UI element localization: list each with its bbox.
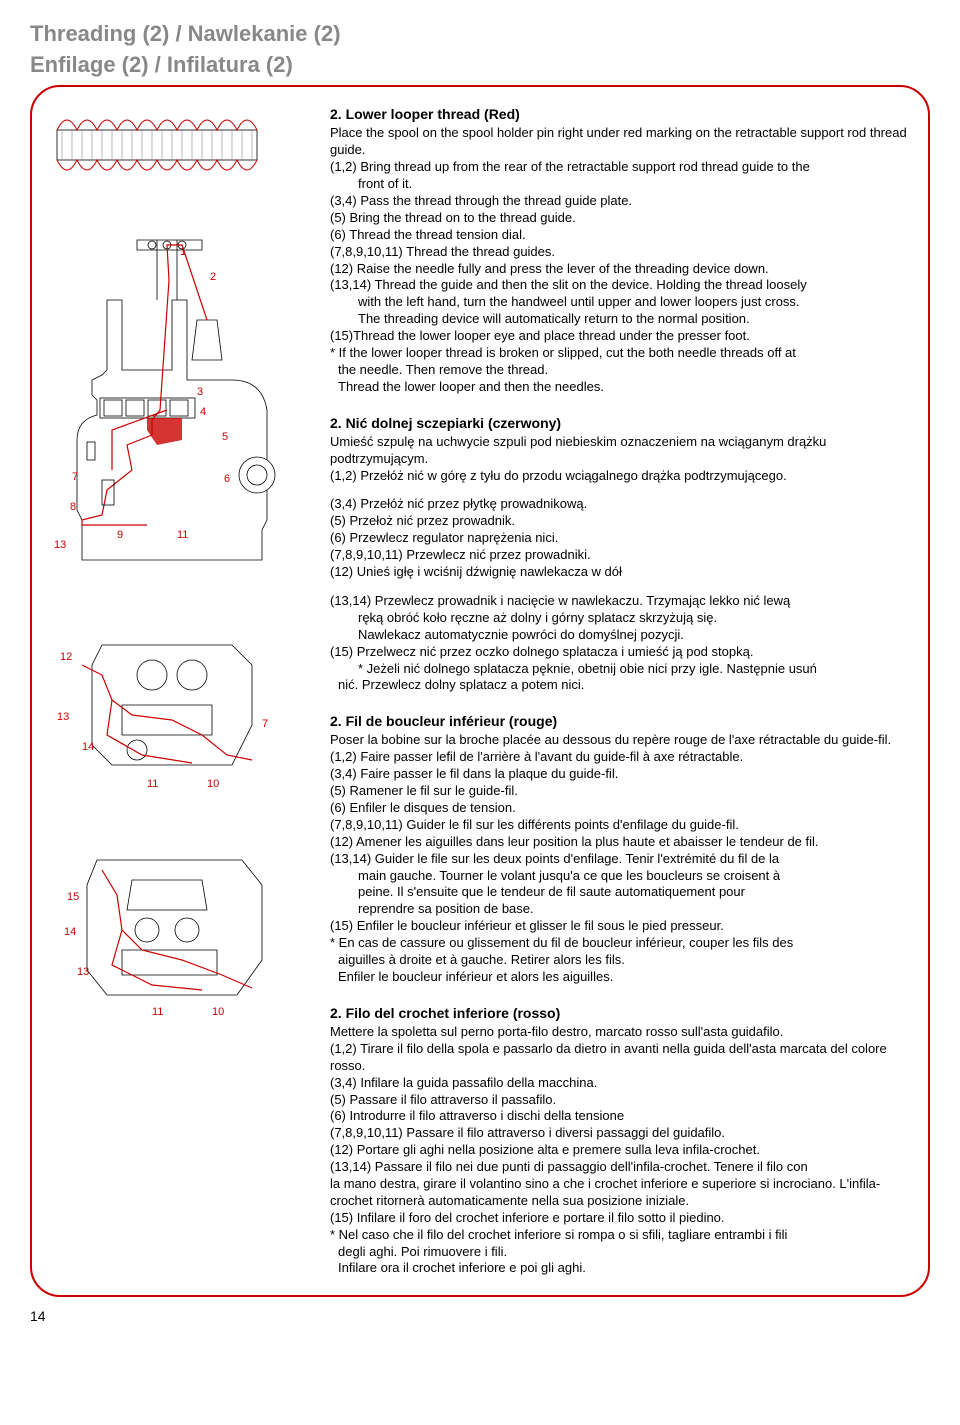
svg-text:8: 8	[70, 501, 76, 513]
en-heading: 2. Lower looper thread (Red)	[330, 105, 908, 123]
page-number: 14	[30, 1307, 930, 1325]
section-pl: 2. Nić dolnej sczepiarki (czerwony) Umie…	[330, 414, 908, 695]
svg-text:11: 11	[147, 778, 158, 790]
stitch-diagram	[52, 105, 292, 195]
svg-text:7: 7	[262, 718, 268, 730]
fr-line: peine. Il s'ensuite que le tendeur de fi…	[330, 884, 908, 901]
it-line: (1,2) Tirare il filo della spola e passa…	[330, 1041, 908, 1075]
pl-line: (7,8,9,10,11) Przewlecz nić przez prowad…	[330, 547, 908, 564]
pl-line: * Jeżeli nić dolnego splatacza pęknie, o…	[330, 661, 908, 678]
pl-line: (13,14) Przewlecz prowadnik i nacięcie w…	[330, 593, 908, 610]
en-line: (5) Bring the thread on to the thread gu…	[330, 210, 908, 227]
page-title-1: Threading (2) / Nawlekanie (2)	[30, 20, 930, 49]
svg-text:15: 15	[67, 891, 79, 903]
pl-line: (3,4) Przełóż nić przez płytkę prowadnik…	[330, 496, 908, 513]
en-line: The threading device will automatically …	[330, 311, 908, 328]
fr-line: (15) Enfiler le boucleur inférieur et gl…	[330, 918, 908, 935]
svg-text:10: 10	[212, 1006, 224, 1018]
svg-text:13: 13	[57, 711, 69, 723]
section-it: 2. Filo del crochet inferiore (rosso) Me…	[330, 1004, 908, 1278]
en-line: (12) Raise the needle fully and press th…	[330, 261, 908, 278]
en-line: * If the lower looper thread is broken o…	[330, 345, 908, 362]
en-line: (15)Thread the lower looper eye and plac…	[330, 328, 908, 345]
en-line: (7,8,9,10,11) Thread the thread guides.	[330, 244, 908, 261]
en-line: the needle. Then remove the thread.	[330, 362, 908, 379]
fr-line: (5) Ramener le fil sur le guide-fil.	[330, 783, 908, 800]
svg-text:7: 7	[72, 471, 78, 483]
svg-text:2: 2	[210, 271, 216, 283]
it-line: (12) Portare gli aghi nella posizione al…	[330, 1142, 908, 1159]
fr-line: * En cas de cassure ou glissement du fil…	[330, 935, 908, 952]
en-line: front of it.	[330, 176, 908, 193]
svg-text:9: 9	[117, 529, 123, 541]
it-line: la mano destra, girare il volantino sino…	[330, 1176, 908, 1210]
fr-line: main gauche. Tourner le volant jusqu'a c…	[330, 868, 908, 885]
pl-line: nić. Przewlecz dolny splatacz a potem ni…	[330, 677, 908, 694]
en-line: Thread the lower looper and then the nee…	[330, 379, 908, 396]
section-fr: 2. Fil de boucleur inférieur (rouge) Pos…	[330, 712, 908, 986]
en-line: with the left hand, turn the handweel un…	[330, 294, 908, 311]
machine-diagram: 1 2 3 4 5 6 7 8 9 11 13	[52, 220, 292, 580]
it-line: (3,4) Infilare la guida passafilo della …	[330, 1075, 908, 1092]
content-border: 1 2 3 4 5 6 7 8 9 11 13 12 13 14 11 10 7…	[30, 85, 930, 1297]
pl-line: (12) Unieś igłę i wciśnij dźwignię nawle…	[330, 564, 908, 581]
svg-text:1: 1	[180, 246, 186, 258]
en-line: (1,2) Bring thread up from the rear of t…	[330, 159, 908, 176]
detail-diagram-2: 15 14 13 11 10	[52, 830, 292, 1030]
fr-heading: 2. Fil de boucleur inférieur (rouge)	[330, 712, 908, 730]
pl-line: ręką obróć koło ręczne aż dolny i górny …	[330, 610, 908, 627]
svg-text:4: 4	[200, 406, 206, 418]
en-line: (3,4) Pass the thread through the thread…	[330, 193, 908, 210]
it-line: Mettere la spoletta sul perno porta-filo…	[330, 1024, 908, 1041]
fr-line: (3,4) Faire passer le fil dans la plaque…	[330, 766, 908, 783]
it-heading: 2. Filo del crochet inferiore (rosso)	[330, 1004, 908, 1022]
svg-text:11: 11	[152, 1006, 163, 1018]
svg-text:14: 14	[64, 926, 76, 938]
diagrams-column: 1 2 3 4 5 6 7 8 9 11 13 12 13 14 11 10 7…	[52, 105, 312, 1277]
pl-line: (1,2) Przełóż nić w górę z tyłu do przod…	[330, 468, 908, 485]
svg-text:11: 11	[177, 529, 188, 541]
fr-line: aiguilles à droite et à gauche. Retirer …	[330, 952, 908, 969]
svg-text:12: 12	[60, 651, 72, 663]
page-title-2: Enfilage (2) / Infilatura (2)	[30, 51, 930, 80]
svg-text:10: 10	[207, 778, 219, 790]
fr-line: (6) Enfiler le disques de tension.	[330, 800, 908, 817]
svg-text:3: 3	[197, 386, 203, 398]
fr-line: (12) Amener les aiguilles dans leur posi…	[330, 834, 908, 851]
pl-line: (6) Przewlecz regulator naprężenia nici.	[330, 530, 908, 547]
fr-line: (7,8,9,10,11) Guider le fil sur les diff…	[330, 817, 908, 834]
fr-line: Poser la bobine sur la broche placée au …	[330, 732, 908, 749]
it-line: (5) Passare il filo attraverso il passaf…	[330, 1092, 908, 1109]
svg-text:14: 14	[82, 741, 94, 753]
it-line: * Nel caso che il filo del crochet infer…	[330, 1227, 908, 1244]
pl-heading: 2. Nić dolnej sczepiarki (czerwony)	[330, 414, 908, 432]
fr-line: Enfiler le boucleur inférieur et alors l…	[330, 969, 908, 986]
pl-line: (15) Przelwecz nić przez oczko dolnego s…	[330, 644, 908, 661]
fr-line: (1,2) Faire passer lefil de l'arrière à …	[330, 749, 908, 766]
it-line: (7,8,9,10,11) Passare il filo attraverso…	[330, 1125, 908, 1142]
pl-line: (5) Przełoż nić przez prowadnik.	[330, 513, 908, 530]
en-line: (13,14) Thread the guide and then the sl…	[330, 277, 908, 294]
it-line: (13,14) Passare il filo nei due punti di…	[330, 1159, 908, 1176]
en-line: Place the spool on the spool holder pin …	[330, 125, 908, 159]
it-line: (6) Introdurre il filo attraverso i disc…	[330, 1108, 908, 1125]
svg-text:6: 6	[224, 473, 230, 485]
fr-line: reprendre sa position de base.	[330, 901, 908, 918]
it-line: (15) Infilare il foro del crochet inferi…	[330, 1210, 908, 1227]
text-column: 2. Lower looper thread (Red) Place the s…	[330, 105, 908, 1277]
section-en: 2. Lower looper thread (Red) Place the s…	[330, 105, 908, 395]
pl-line: Umieść szpulę na uchwycie szpuli pod nie…	[330, 434, 908, 468]
it-line: Infilare ora il crochet inferiore e poi …	[330, 1260, 908, 1277]
detail-diagram-1: 12 13 14 11 10 7	[52, 605, 292, 805]
svg-text:5: 5	[222, 431, 228, 443]
pl-line: Nawlekacz automatycznie powróci do domyś…	[330, 627, 908, 644]
it-line: degli aghi. Poi rimuovere i fili.	[330, 1244, 908, 1261]
fr-line: (13,14) Guider le file sur les deux poin…	[330, 851, 908, 868]
svg-text:13: 13	[54, 539, 66, 551]
en-line: (6) Thread the thread tension dial.	[330, 227, 908, 244]
svg-text:13: 13	[77, 966, 89, 978]
